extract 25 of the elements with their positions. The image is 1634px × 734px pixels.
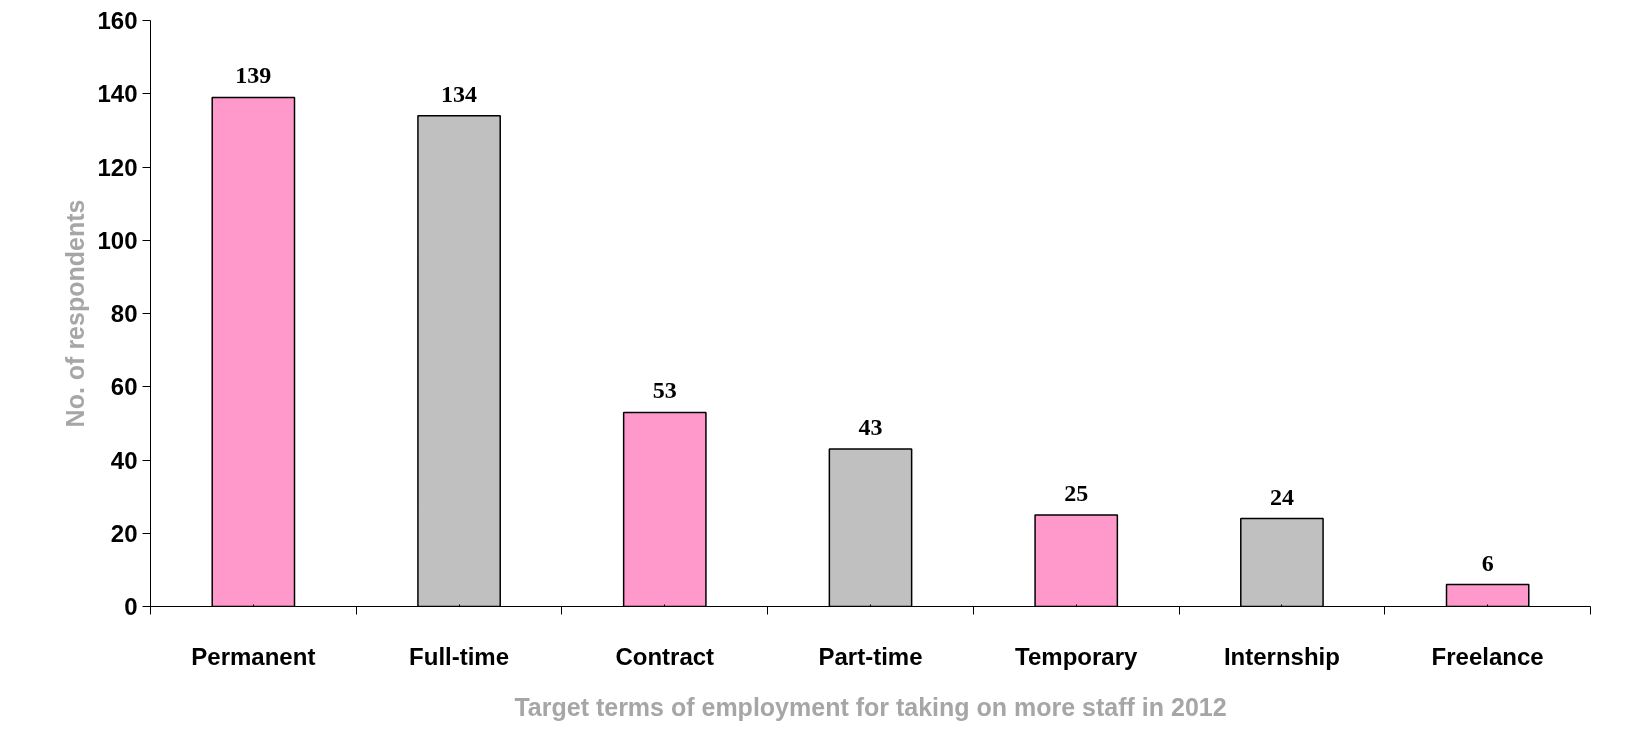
x-axis-title: Target terms of employment for taking on more staff in 2012 (514, 692, 1227, 721)
y-tick-label: 60 (110, 373, 138, 401)
y-tick-label: 0 (124, 593, 138, 620)
x-tick-label: Freelance (1431, 642, 1544, 670)
data-label: 6 (1481, 549, 1494, 576)
data-label: 134 (441, 80, 478, 107)
y-tick-label: 100 (97, 226, 138, 254)
y-tick-label: 120 (97, 153, 138, 181)
y-tick-label: 80 (110, 300, 138, 327)
x-tick-label: Contract (615, 642, 715, 670)
x-tick-label: Permanent (191, 642, 316, 670)
x-tick-label: Internship (1223, 642, 1340, 670)
y-tick-label: 160 (97, 7, 138, 34)
data-label: 24 (1269, 483, 1294, 510)
data-label: 43 (858, 414, 883, 441)
data-label: 53 (652, 377, 677, 404)
y-axis-title: No. of respondents (61, 199, 90, 428)
y-tick-label: 20 (110, 519, 138, 547)
data-label: 139 (235, 62, 272, 89)
x-tick-label: Temporary (1015, 642, 1138, 670)
x-tick-label: Part-time (818, 642, 923, 670)
x-tick-label: Full-time (409, 642, 510, 670)
data-label: 25 (1064, 479, 1089, 506)
y-tick-label: 40 (110, 446, 138, 474)
y-tick-label: 140 (97, 80, 138, 108)
